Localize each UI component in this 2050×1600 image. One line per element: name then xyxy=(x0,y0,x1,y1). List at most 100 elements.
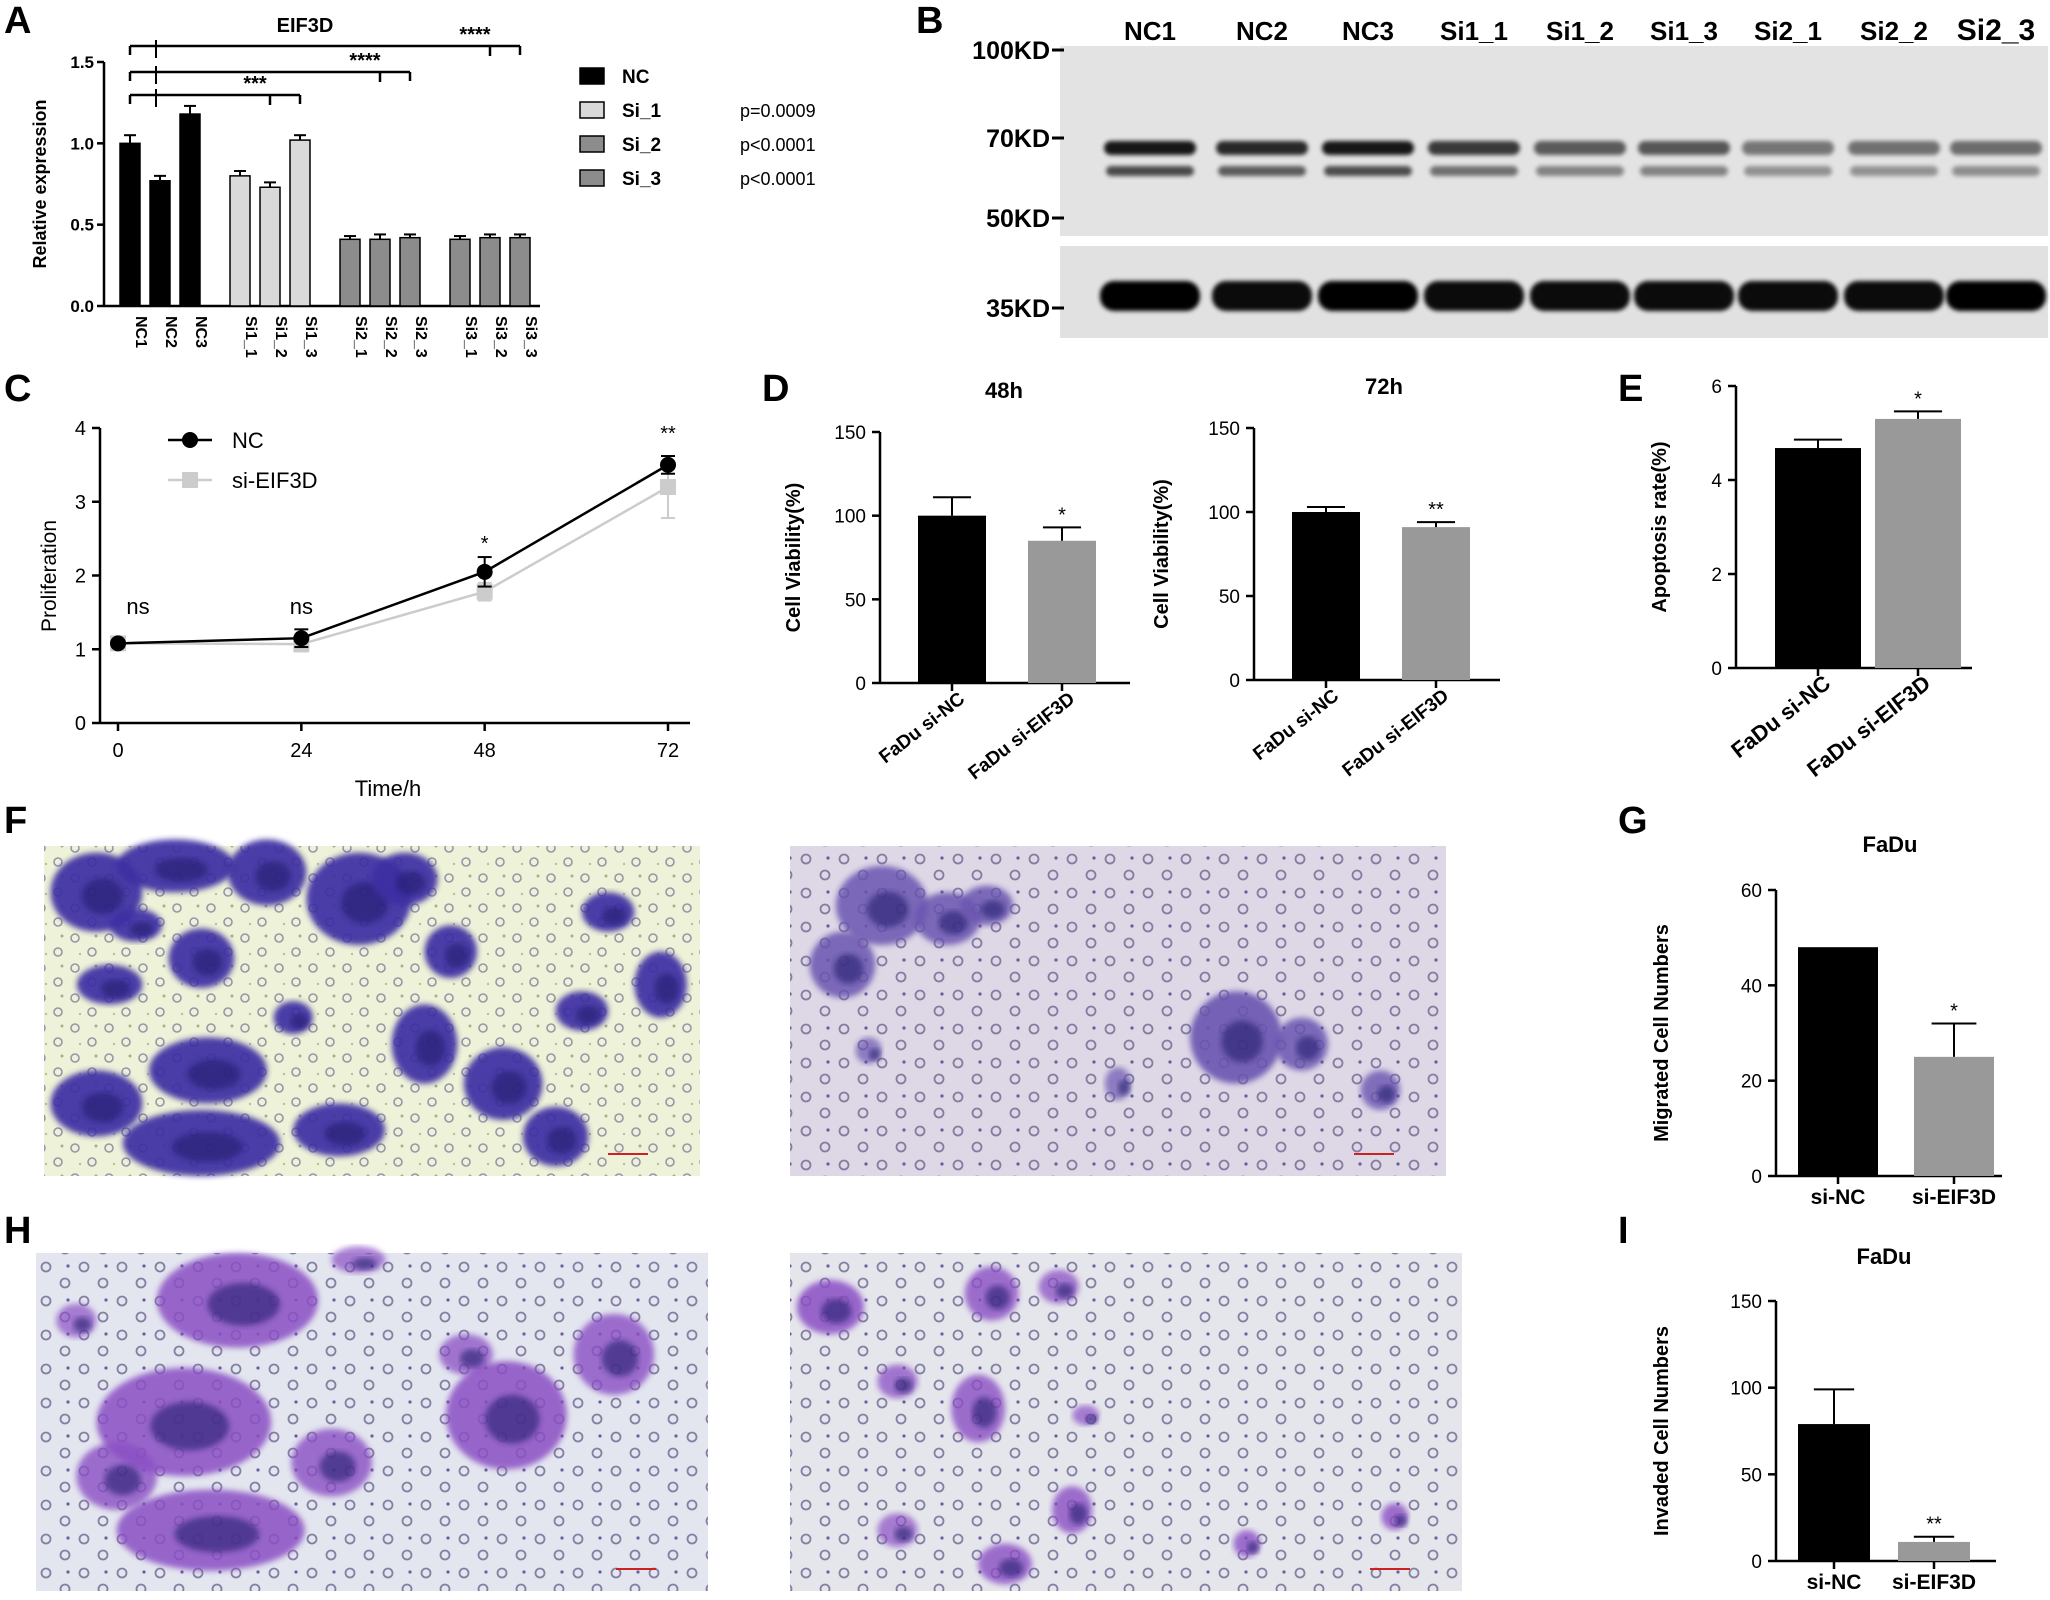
panel-letter-c: C xyxy=(4,368,32,410)
band-upper-Si2_1 xyxy=(1742,141,1834,155)
band-loading-Si1_2 xyxy=(1530,281,1630,311)
panel-letter-g: G xyxy=(1618,800,1648,842)
band-loading-NC3 xyxy=(1318,281,1418,311)
band-lower-Si1_1 xyxy=(1430,166,1518,176)
band-loading-Si2_3 xyxy=(1946,281,2046,311)
band-lower-Si2_3 xyxy=(1952,166,2040,176)
bar-Si2_2 xyxy=(369,238,391,307)
cluster-core xyxy=(972,1397,997,1428)
band-lower-NC3 xyxy=(1324,166,1412,176)
y-tick-label: 1.5 xyxy=(70,53,94,72)
bar-Si3_1 xyxy=(449,238,471,307)
bar-Si3_2 xyxy=(479,236,501,307)
cluster-core xyxy=(81,1092,124,1123)
legend-pvalue: p=0.0009 xyxy=(740,101,816,121)
cluster-core xyxy=(985,1285,1010,1310)
y-axis-label: Apoptosis rate(%) xyxy=(1649,441,1671,612)
cluster-core xyxy=(172,1132,243,1162)
y-tick-label: 0.0 xyxy=(70,297,94,316)
band-lower-Si2_1 xyxy=(1744,166,1832,176)
x-tick-label: Si2_3 xyxy=(412,316,429,358)
cluster-core xyxy=(601,1340,639,1377)
x-axis-label: Time/h xyxy=(355,776,421,801)
panel-d-48h-chart: 0 50 100 150 48h Cell Viability(%) FaDu si-NC *… xyxy=(783,378,1130,784)
data-point-si-EIF3D xyxy=(660,479,676,495)
x-tick-label: NC1 xyxy=(132,316,149,348)
marker-label: 70KD xyxy=(986,125,1050,153)
bar-NC3 xyxy=(179,113,201,307)
band-upper-Si1_1 xyxy=(1428,141,1520,155)
data-point-si-EIF3D xyxy=(476,583,493,600)
cluster-core xyxy=(868,1048,881,1061)
bar-Si1_1 xyxy=(229,175,251,307)
marker-label: 100KD xyxy=(972,37,1050,65)
cluster-core xyxy=(73,1316,92,1333)
bar-Si3_3 xyxy=(509,236,531,307)
cluster-core xyxy=(81,878,124,915)
y-tick-label: 4 xyxy=(75,418,86,440)
band-lower-Si1_3 xyxy=(1640,166,1728,176)
panel-letter-a: A xyxy=(4,0,32,42)
data-point-NC xyxy=(476,563,493,580)
y-tick-label: 150 xyxy=(1208,419,1240,440)
bar-si-EIF3D xyxy=(1898,1541,1970,1561)
significance-mark: ** xyxy=(660,423,676,445)
y-tick-label: 0 xyxy=(1229,671,1240,692)
x-tick-label: si-EIF3D xyxy=(1892,1571,1976,1594)
cluster-core xyxy=(154,857,208,882)
panel-letter-h: H xyxy=(4,1210,32,1252)
series-line-NC xyxy=(117,463,669,645)
panel-a-chart: 0.0 0.5 1.0 1.5 Relative expression EIF3D NC1 N… xyxy=(30,15,816,358)
y-tick-label: 6 xyxy=(1711,377,1722,398)
cluster-core xyxy=(867,891,909,928)
x-tick-label: NC3 xyxy=(192,316,209,348)
legend-marker xyxy=(182,472,198,488)
cluster-core xyxy=(207,1283,280,1326)
band-upper-Si1_2 xyxy=(1534,141,1626,155)
x-tick-label: si-NC xyxy=(1811,1186,1866,1209)
y-tick-label: 0.5 xyxy=(70,216,94,235)
y-tick-label: 100 xyxy=(1208,503,1240,524)
legend-label: NC xyxy=(622,67,650,88)
micrograph-f-si-nc xyxy=(44,839,700,1176)
x-tick-label: 0 xyxy=(112,740,123,762)
y-tick-label: 60 xyxy=(1741,881,1762,902)
band-loading-Si2_1 xyxy=(1738,281,1838,311)
panel-letter-d: D xyxy=(762,368,790,410)
cluster-core xyxy=(459,1349,485,1368)
legend-label: Si_1 xyxy=(622,101,662,122)
cluster-core xyxy=(1295,1036,1320,1060)
x-tick-label: 48 xyxy=(474,740,496,762)
y-tick-label: 100 xyxy=(834,507,866,528)
chart-title: EIF3D xyxy=(277,15,334,37)
lane-label: Si2_1 xyxy=(1754,16,1822,46)
legend-swatch xyxy=(579,67,605,85)
y-tick-label: 40 xyxy=(1741,976,1762,997)
cluster-core xyxy=(654,973,679,1004)
y-axis-label: Cell Viability(%) xyxy=(783,483,805,633)
y-tick-label: 20 xyxy=(1741,1072,1762,1093)
y-tick-label: 150 xyxy=(1730,1292,1762,1313)
y-tick-label: 100 xyxy=(1730,1379,1762,1400)
marker-label: 35KD xyxy=(986,295,1050,323)
data-point-NC xyxy=(110,635,126,652)
data-point-NC xyxy=(660,456,676,473)
y-axis-label: Proliferation xyxy=(38,520,61,632)
legend-label: si-EIF3D xyxy=(232,468,318,493)
cluster-core xyxy=(290,1014,309,1030)
lane-label: Si1_3 xyxy=(1650,16,1718,46)
x-tick-label: FaDu si-EIF3D xyxy=(1339,685,1453,781)
micrograph-h-si-eif3d xyxy=(790,1253,1462,1591)
panel-h-micrographs xyxy=(36,1246,1462,1591)
cluster-core xyxy=(104,1464,141,1496)
cluster-core xyxy=(485,1394,540,1444)
band-upper-Si2_3 xyxy=(1950,141,2042,155)
y-tick-label: 2 xyxy=(1711,565,1722,586)
cluster-core xyxy=(1221,1020,1263,1063)
panel-letter-i: I xyxy=(1618,1210,1629,1252)
cluster-core xyxy=(491,1071,527,1104)
cluster-core xyxy=(546,1127,577,1154)
cluster-core xyxy=(1055,1283,1074,1299)
x-tick-label: FaDu si-NC xyxy=(875,688,969,768)
